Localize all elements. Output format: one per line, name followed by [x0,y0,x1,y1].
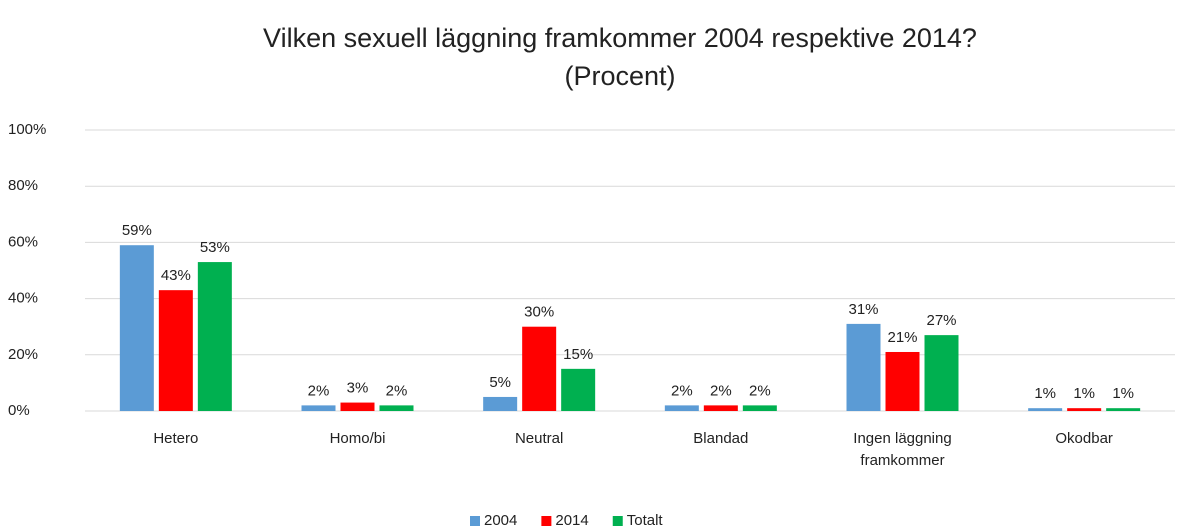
bar [340,402,375,411]
bar [664,405,699,411]
bar [379,405,414,411]
bar [846,323,881,411]
bar [301,405,336,411]
legend-label: Totalt [627,512,664,529]
data-label: 3% [347,380,369,397]
data-label: 2% [671,382,693,399]
legend-swatch [470,516,480,526]
x-tick-label: Okodbar [1055,430,1113,447]
data-label: 59% [122,222,152,239]
chart-title: Vilken sexuell läggning framkommer 2004 … [263,23,977,53]
bar [561,368,596,411]
bar [119,245,154,411]
x-tick-label: Ingen läggning framkommer [853,430,952,469]
bar [158,290,193,411]
y-tick-label: 0% [8,402,30,419]
data-label: 5% [489,374,511,391]
bar [1028,408,1063,411]
bar [197,262,232,411]
bar [1106,408,1141,411]
data-label: 53% [200,239,230,256]
data-label: 15% [563,346,593,363]
data-label: 43% [161,267,191,284]
data-label: 2% [749,382,771,399]
data-label: 1% [1034,385,1056,402]
y-tick-label: 40% [8,290,38,307]
legend-label: 2004 [484,512,517,529]
x-tick-label: Blandad [693,430,749,447]
bar [885,351,920,411]
bar [742,405,777,411]
data-label: 30% [524,304,554,321]
bar [483,396,518,411]
y-tick-label: 60% [8,233,38,250]
bar [703,405,738,411]
legend-swatch [541,516,552,526]
legend-label: 2014 [555,512,588,529]
data-label: 27% [926,312,956,329]
bar [1067,408,1102,411]
x-tick-label: Homo/bi [329,430,386,447]
y-tick-label: 80% [8,177,38,194]
y-tick-label: 100% [8,121,46,138]
x-tick-label: Hetero [153,430,199,447]
bar [522,326,557,411]
x-tick-label: Neutral [514,430,564,447]
data-label: 31% [848,301,878,318]
data-label: 1% [1112,385,1134,402]
data-label: 1% [1073,385,1095,402]
y-tick-label: 20% [8,346,38,363]
bar [924,335,959,411]
chart-subtitle: (Procent) [564,61,675,91]
data-label: 21% [887,329,917,346]
data-label: 2% [308,382,330,399]
data-label: 2% [710,382,732,399]
legend-swatch [612,516,623,526]
data-label: 2% [386,382,408,399]
